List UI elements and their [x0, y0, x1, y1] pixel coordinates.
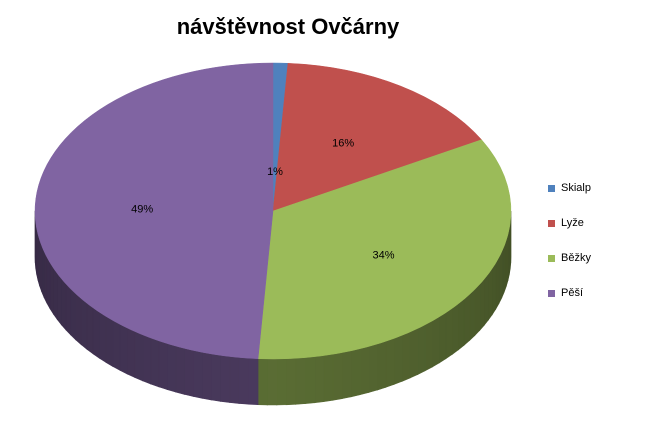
pie-side-běžky	[393, 334, 403, 385]
pie-side-pěší	[210, 353, 221, 402]
pie-side-běžky	[285, 357, 297, 406]
legend-swatch	[548, 289, 555, 297]
pie-side-pěší	[119, 323, 128, 375]
legend-swatch	[548, 254, 555, 262]
pie-side-běžky	[431, 316, 440, 368]
pie-side-pěší	[247, 357, 259, 406]
pie-side-pěší	[80, 297, 88, 351]
pie-side-běžky	[469, 288, 476, 342]
pie-side-pěší	[219, 354, 231, 403]
pie-side-pěší	[65, 283, 72, 336]
pie-side-běžky	[409, 327, 419, 379]
pie-side-pěší	[201, 351, 212, 401]
pie-side-pěší	[49, 261, 54, 316]
legend-swatch	[548, 184, 555, 192]
pie-side-pěší	[112, 319, 121, 371]
pie-side-běžky	[483, 272, 489, 327]
pie-side-běžky	[401, 331, 411, 382]
pie-side-pěší	[175, 345, 185, 395]
pie-side-běžky	[332, 352, 343, 401]
pie-side-běžky	[488, 267, 493, 322]
pie-labels: 1% 16% 34% 49%	[131, 137, 395, 261]
pie-side-běžky	[368, 343, 378, 393]
pie-side-pěší	[56, 272, 62, 326]
legend-label: Lyže	[561, 217, 584, 229]
pie-side-pěší	[43, 251, 48, 304]
pie-slice-lyže	[272, 63, 482, 212]
pie-side-běžky	[350, 348, 361, 398]
data-label-skialp: 1%	[267, 166, 283, 178]
pie-side-běžky	[438, 312, 447, 364]
pie-side-pěší	[60, 277, 67, 331]
pie-side-pěší	[238, 357, 249, 405]
pie-side-pěší	[229, 356, 240, 404]
pie-side-pěší	[46, 255, 51, 310]
pie-side-pěší	[166, 343, 177, 393]
pie-side-běžky	[323, 353, 334, 402]
pie-side-běžky	[385, 337, 395, 388]
pie-side-běžky	[304, 356, 316, 404]
pie-side-běžky	[457, 298, 465, 351]
data-label-běžky: 34%	[373, 250, 395, 262]
pie-side-pěší	[126, 327, 136, 379]
pie-side-pěší	[75, 293, 82, 346]
pie-side-pěší	[150, 337, 160, 388]
legend-label: Skialp	[561, 182, 591, 194]
pie-side-běžky	[313, 355, 325, 404]
pie-side-pěší	[183, 347, 194, 397]
pie-side-běžky	[451, 303, 459, 356]
data-label-lyže: 16%	[332, 137, 354, 149]
legend-label: Běžky	[561, 252, 591, 264]
pie-side-běžky	[417, 324, 426, 376]
legend-item-skialp: Skialp	[548, 181, 591, 195]
legend-label: Pěší	[561, 287, 584, 299]
pie-slice-běžky	[257, 139, 512, 360]
pie-top	[34, 62, 512, 360]
pie-side-běžky	[445, 307, 453, 360]
chart-title: návštěvnost Ovčárny	[176, 14, 400, 39]
legend-swatch	[548, 219, 555, 227]
pie-side-běžky	[463, 293, 471, 346]
pie-side-běžky	[359, 346, 370, 396]
pie-side-běžky	[276, 358, 287, 406]
pie-side-pěší	[98, 311, 107, 364]
legend-item-lyže: Lyže	[548, 216, 584, 230]
pie-slice-pěší	[34, 62, 274, 359]
pie-side-pěší	[192, 350, 203, 399]
pie-side-běžky	[495, 256, 500, 311]
pie-side-běžky	[424, 320, 433, 372]
pie-side-walls	[34, 210, 512, 406]
pie-side-pěší	[70, 288, 77, 341]
pie-side-běžky	[295, 357, 306, 405]
pie-side-pěší	[86, 302, 94, 355]
pie-side-běžky	[266, 358, 278, 406]
data-label-pěší: 49%	[131, 203, 153, 215]
pie-side-pěší	[142, 334, 152, 385]
pie-side-pěší	[53, 266, 58, 321]
pie-side-běžky	[341, 350, 352, 400]
pie-side-běžky	[474, 283, 481, 337]
pie-side-pěší	[158, 340, 168, 391]
pie-side-pěší	[92, 307, 100, 359]
pie-side-pěší	[134, 330, 144, 382]
pie-side-běžky	[491, 261, 497, 316]
legend-item-pěší: Pěší	[548, 286, 583, 300]
pie-side-běžky	[479, 278, 485, 332]
pie-side-běžky	[257, 358, 268, 406]
legend-item-běžky: Běžky	[548, 251, 591, 265]
pie-side-pěší	[105, 315, 114, 368]
pie-side-běžky	[376, 340, 387, 391]
